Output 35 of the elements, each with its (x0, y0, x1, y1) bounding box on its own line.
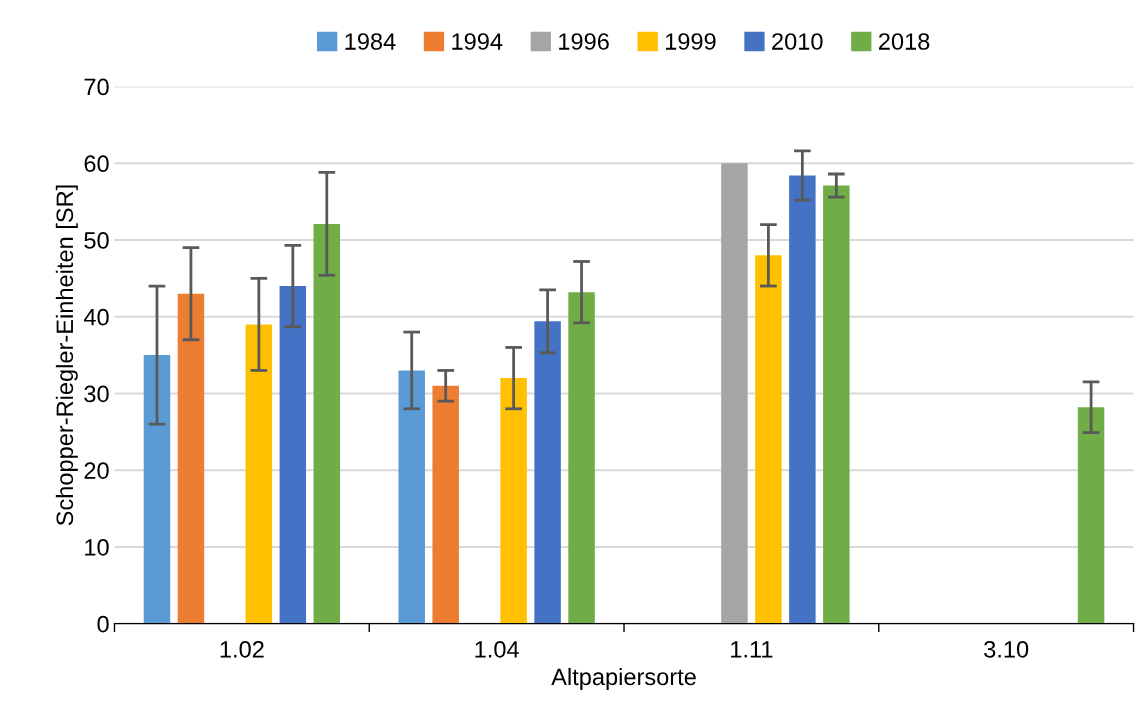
x-tick-label: 1.04 (475, 640, 519, 658)
bar (398, 370, 425, 624)
x-tick-label: 1.02 (220, 640, 264, 658)
bar (177, 293, 205, 624)
y-tick-label: 10 (85, 539, 109, 556)
bar (1077, 407, 1105, 624)
legend-label: 2010 (772, 33, 823, 50)
bar (432, 385, 459, 624)
bar (755, 255, 782, 624)
y-tick-label: 30 (84, 385, 109, 403)
x-tick-label: 1.11 (731, 641, 773, 658)
legend-label: 1984 (345, 33, 396, 50)
y-tick-label: 70 (84, 78, 109, 96)
y-tick-label: 50 (84, 232, 109, 249)
bar (245, 324, 273, 624)
y-tick-label: 0 (97, 615, 109, 633)
x-tick-label: 3.10 (984, 640, 1029, 658)
y-tick-label: 40 (83, 308, 109, 326)
y-axis-title: Schopper-Riegler-Einheiten [SR] (55, 185, 78, 526)
bar (279, 286, 307, 624)
bar (568, 292, 595, 624)
bar (721, 163, 748, 624)
y-tick-label: 60 (84, 155, 109, 173)
bar (143, 355, 171, 624)
bar (500, 378, 527, 624)
bar (823, 185, 850, 624)
legend-label: 2018 (879, 33, 930, 50)
bar (534, 321, 561, 624)
x-axis-title: Altpapiersorte (551, 667, 696, 690)
bar (313, 223, 341, 624)
legend-label: 1999 (665, 33, 716, 50)
bar (789, 175, 816, 624)
legend-label: 1996 (559, 33, 609, 50)
y-tick-label: 20 (84, 462, 109, 479)
legend-label: 1994 (452, 33, 503, 50)
